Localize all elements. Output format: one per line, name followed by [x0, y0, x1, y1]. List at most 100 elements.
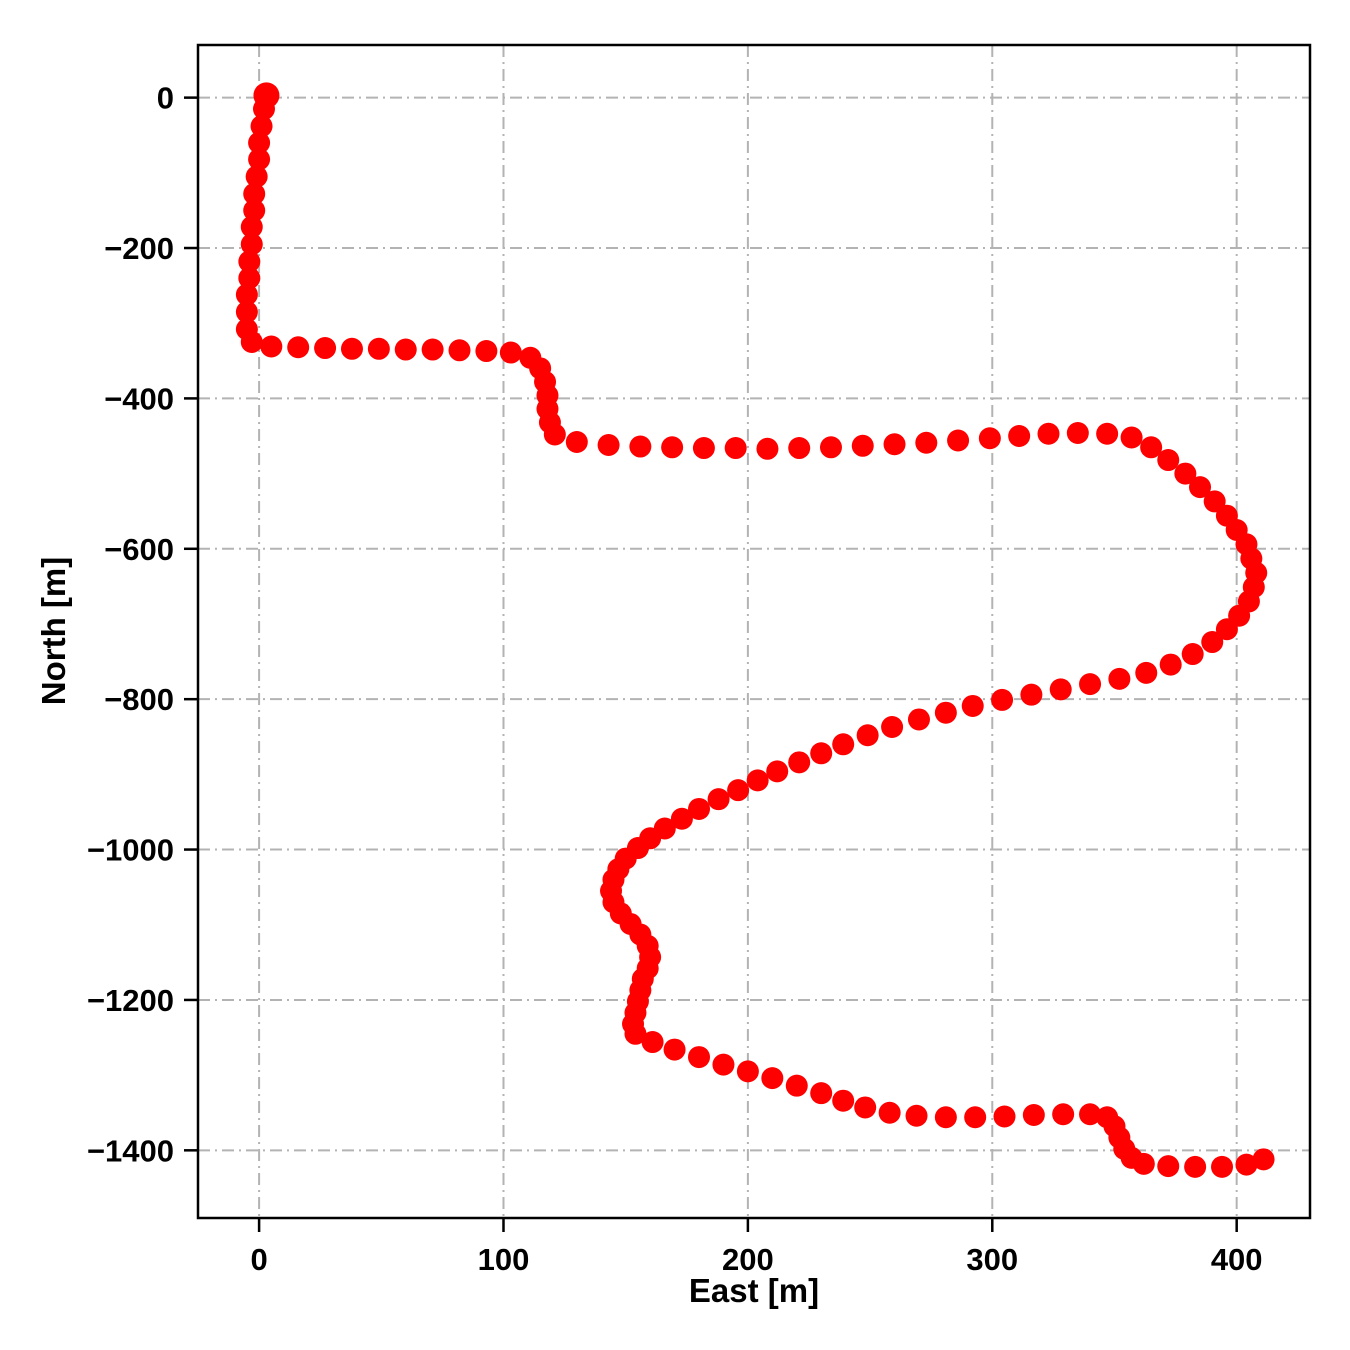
data-point [543, 423, 566, 446]
data-point [250, 115, 273, 138]
data-point [1184, 1155, 1207, 1178]
data-point [238, 267, 261, 290]
data-point [629, 435, 652, 458]
data-point [1174, 462, 1197, 485]
data-point [624, 1022, 647, 1045]
data-point [856, 724, 879, 747]
data-point [761, 1067, 784, 1090]
data-point [367, 337, 390, 360]
data-point [881, 715, 904, 738]
data-point [810, 1082, 833, 1105]
data-point [287, 336, 310, 359]
data-point [712, 1053, 735, 1076]
data-point [724, 437, 747, 460]
data-point [1066, 421, 1089, 444]
data-point [1157, 449, 1180, 472]
data-point [243, 199, 266, 222]
x-tick-label: 400 [1211, 1242, 1263, 1277]
data-point [991, 688, 1014, 711]
data-point [692, 437, 715, 460]
data-point [688, 1046, 711, 1069]
data-point [961, 694, 984, 717]
data-point [1120, 426, 1143, 449]
data-point [766, 760, 789, 783]
data-point [832, 1089, 855, 1112]
data-point [1079, 1103, 1102, 1126]
data-point [1159, 653, 1182, 676]
data-point [736, 1060, 759, 1083]
data-point [915, 431, 938, 454]
data-point [688, 797, 711, 820]
data-point [240, 233, 263, 256]
y-tick-label: −1000 [87, 833, 174, 868]
data-point [905, 1104, 928, 1127]
data-point [1189, 476, 1212, 499]
data-point [248, 131, 271, 154]
data-point [1201, 631, 1224, 654]
data-point [993, 1105, 1016, 1128]
data-point [878, 1101, 901, 1124]
data-point [1215, 618, 1238, 641]
data-point [883, 433, 906, 456]
data-point [641, 1031, 664, 1054]
data-point [785, 1074, 808, 1097]
data-point [727, 779, 750, 802]
y-tick-label: −400 [104, 381, 174, 416]
data-point [832, 733, 855, 756]
data-point [1037, 422, 1060, 445]
data-point [260, 335, 283, 358]
data-point [421, 338, 444, 361]
data-point [788, 437, 811, 460]
data-point [240, 331, 263, 354]
data-point [1203, 490, 1226, 513]
data-point [810, 742, 833, 765]
data-point [1079, 673, 1102, 696]
data-point [819, 436, 842, 459]
data-point [934, 1106, 957, 1129]
y-tick-label: −800 [104, 682, 174, 717]
y-tick-label: 0 [157, 81, 174, 116]
data-point [746, 769, 769, 792]
x-tick-label: 200 [722, 1242, 774, 1277]
y-axis-label: North [m] [35, 556, 72, 706]
data-point [448, 339, 471, 362]
x-tick-label: 100 [478, 1242, 530, 1277]
data-point [475, 340, 498, 363]
data-point [499, 341, 522, 364]
data-point [235, 300, 258, 323]
data-point [243, 182, 266, 205]
data-point [245, 165, 268, 188]
data-point [978, 427, 1001, 450]
x-tick-label: 300 [966, 1242, 1018, 1277]
data-point [947, 429, 970, 452]
data-point [663, 1038, 686, 1061]
data-point [1135, 661, 1158, 684]
data-point [314, 337, 337, 360]
data-point [1157, 1155, 1180, 1178]
data-point [1008, 425, 1031, 447]
data-point [907, 708, 930, 731]
data-point [934, 701, 957, 724]
data-point [235, 283, 258, 306]
data-point [964, 1106, 987, 1129]
data-point [1022, 1103, 1045, 1126]
data-point [1132, 1152, 1155, 1175]
data-point [854, 1096, 877, 1119]
data-point [1052, 1103, 1075, 1126]
data-point [1096, 422, 1119, 445]
data-point [565, 431, 588, 454]
data-point [248, 148, 271, 171]
data-point [1252, 1148, 1275, 1171]
data-point [252, 97, 275, 120]
data-point [1235, 1153, 1258, 1176]
data-point [707, 788, 730, 811]
data-point [340, 337, 363, 360]
y-tick-label: −200 [104, 231, 174, 266]
data-point [1108, 667, 1131, 690]
data-point [394, 338, 417, 361]
data-point [670, 807, 693, 830]
data-point [1140, 436, 1163, 459]
data-point [1020, 683, 1043, 706]
